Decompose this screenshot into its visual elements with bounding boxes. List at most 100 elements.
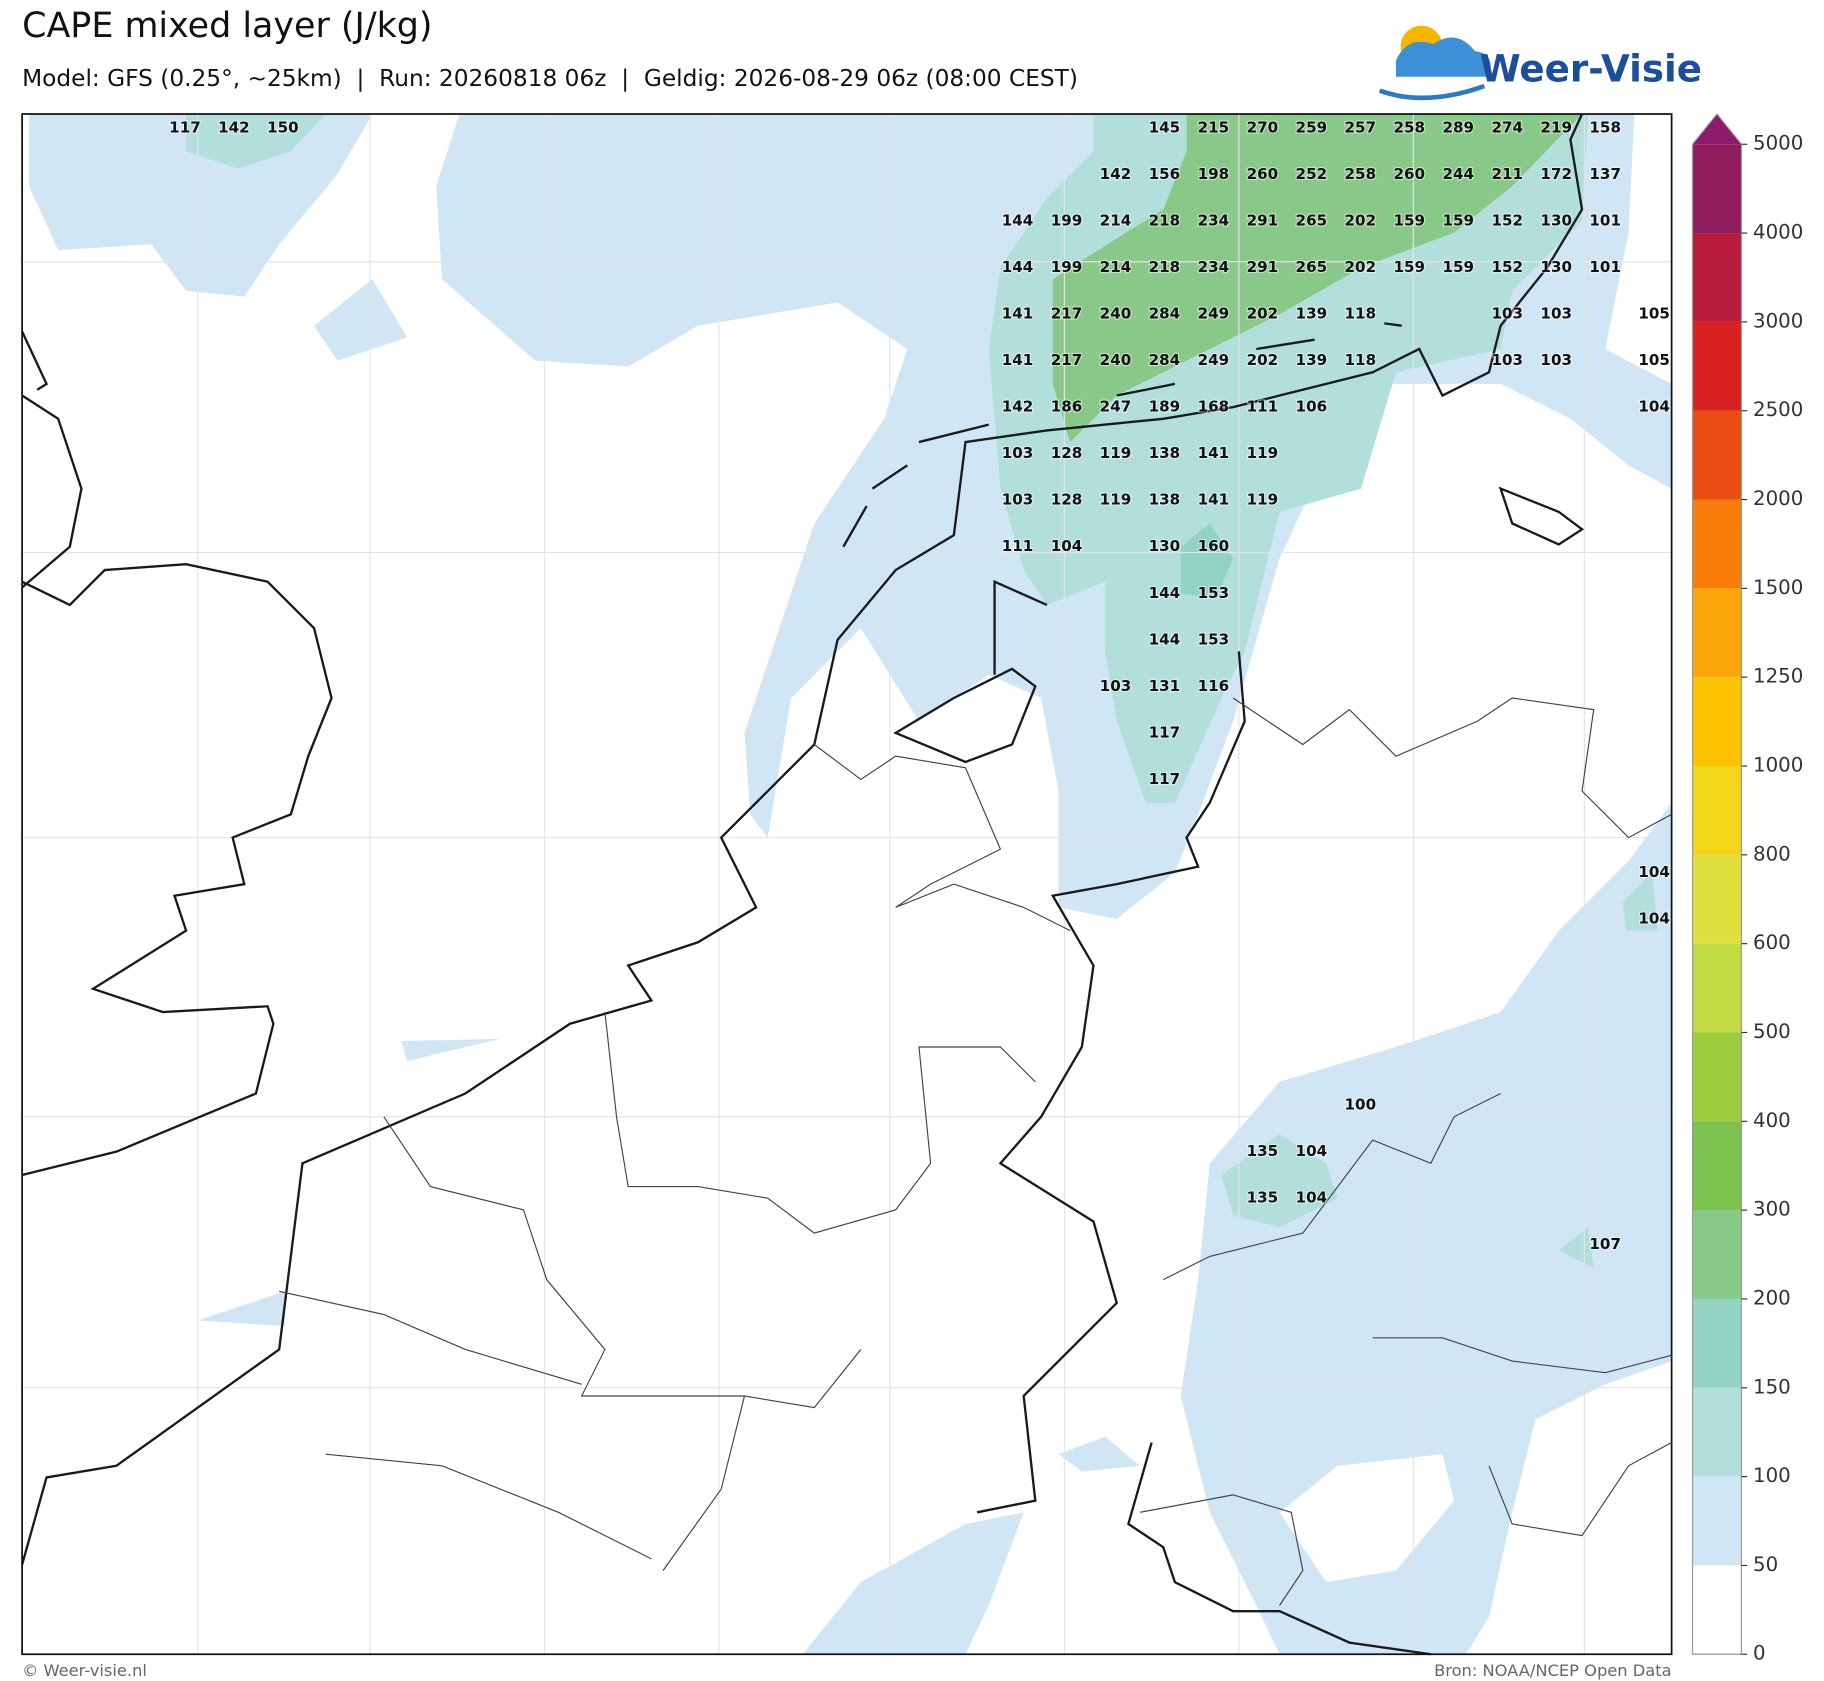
colorbar-band [1692,1565,1742,1655]
border [813,744,1071,932]
colorbar-band [1692,1387,1742,1477]
cape-label: 158 [1589,118,1621,136]
cape-label: 258 [1345,165,1377,183]
colorbar-band [1692,1210,1742,1299]
cape-label: 100 [1345,1096,1377,1114]
shaded-area [29,114,373,297]
coastlines [20,113,1585,1656]
cape-label: 142 [1002,398,1034,416]
shaded-area [1622,872,1658,931]
map-title: CAPE mixed layer (J/kg) [22,6,432,46]
map-subtitle: Model: GFS (0.25°, ~25km) | Run: 2026081… [22,65,1078,92]
cape-label: 107 [1589,1235,1621,1253]
cape-label: 289 [1442,118,1474,136]
cape-label: 234 [1198,212,1230,230]
colorbar-tick-label: 300 [1753,1198,1791,1221]
cape-label: 218 [1149,212,1181,230]
cape-label: 159 [1394,258,1426,276]
coastline [976,486,1585,1514]
shaded-area [1058,1436,1140,1472]
cape-label: 103 [1002,444,1034,462]
cape-label: 168 [1198,398,1230,416]
cape-label: 260 [1394,165,1426,183]
shaded-area [1180,802,1672,1655]
cape-label: 199 [1051,212,1083,230]
coastline [21,331,333,1177]
colorbar-tick-label: 4000 [1753,221,1803,244]
border [279,1290,746,1571]
colorbar-band [1692,233,1742,322]
cape-label: 215 [1198,118,1230,136]
cape-label: 153 [1198,584,1230,602]
cape-label: 265 [1296,212,1328,230]
cape-label: 257 [1345,118,1377,136]
colorbar-tick-label: 2000 [1753,487,1803,510]
cape-label: 217 [1051,351,1083,369]
colorbar-tick-label: 800 [1753,842,1791,865]
cape-label: 104 [1296,1142,1328,1160]
cape-label: 172 [1540,165,1572,183]
cape-label: 103 [1002,491,1034,509]
colorbar: 0 50 100 150 200 300 400 500 600 800 1000 1250 1500 2… [1691,113,1803,1665]
coastline [20,113,1584,1565]
colorbar-tick-label: 1500 [1753,576,1803,599]
cape-label: 139 [1296,305,1328,323]
cape-label: 137 [1589,165,1621,183]
cape-label: 189 [1149,398,1181,416]
shaded-area [197,1291,285,1327]
logo-wave [1378,83,1486,101]
cape-label: 118 [1345,305,1377,323]
cape-label: 119 [1247,444,1279,462]
cape-label: 117 [1149,770,1181,788]
shaded-area [1052,114,1583,443]
cape-label: 202 [1247,351,1279,369]
cape-label: 156 [1149,165,1181,183]
colorbar-extend [1692,114,1742,145]
graticule [22,114,1672,1655]
colorbar-band [1692,854,1742,944]
cape-label: 142 [1100,165,1132,183]
cape-label: 103 [1100,677,1132,695]
cape-label: 186 [1051,398,1083,416]
colorbar-band [1692,410,1742,500]
cape-label: 144 [1002,212,1034,230]
colorbar-band [1692,321,1742,411]
cape-label: 130 [1540,258,1572,276]
cape-label: 152 [1491,212,1523,230]
cape-label: 116 [1198,677,1230,695]
cape-label: 104 [1638,910,1670,928]
colorbar-tick-label: 3000 [1753,309,1803,332]
cape-label: 104 [1296,1189,1328,1207]
colorbar-tick-label: 500 [1753,1020,1791,1043]
colorbar-band [1692,1298,1742,1388]
cape-label: 139 [1296,351,1328,369]
cape-label: 214 [1100,258,1132,276]
cape-label: 219 [1540,118,1572,136]
cape-label: 128 [1051,491,1083,509]
cape-label: 145 [1149,118,1181,136]
colorbar-band [1692,1476,1742,1566]
colorbar-band [1692,588,1742,678]
colorbar-tick-label: 400 [1753,1109,1791,1132]
cape-label: 104 [1638,398,1670,416]
cape-label: 270 [1247,118,1279,136]
cape-label: 244 [1442,165,1474,183]
shaded-area [1221,1134,1338,1228]
cape-label: 260 [1247,165,1279,183]
colorbar-tick-label: 200 [1753,1286,1791,1309]
cape-label: 152 [1491,258,1523,276]
colorbar-outline [1691,113,1742,1655]
cape-label: 202 [1345,212,1377,230]
borders [279,697,1672,1606]
colorbar-band [1692,766,1742,855]
logo: Weer-Visie [1378,25,1702,101]
shaded-area [314,279,408,361]
cape-label: 144 [1002,258,1034,276]
border [1163,1093,1672,1374]
cape-label: 199 [1051,258,1083,276]
cape-label: 265 [1296,258,1328,276]
cape-label: 104 [1638,863,1670,881]
cape-label: 284 [1149,351,1181,369]
colorbar-band [1692,943,1742,1033]
cape-label: 259 [1296,118,1328,136]
